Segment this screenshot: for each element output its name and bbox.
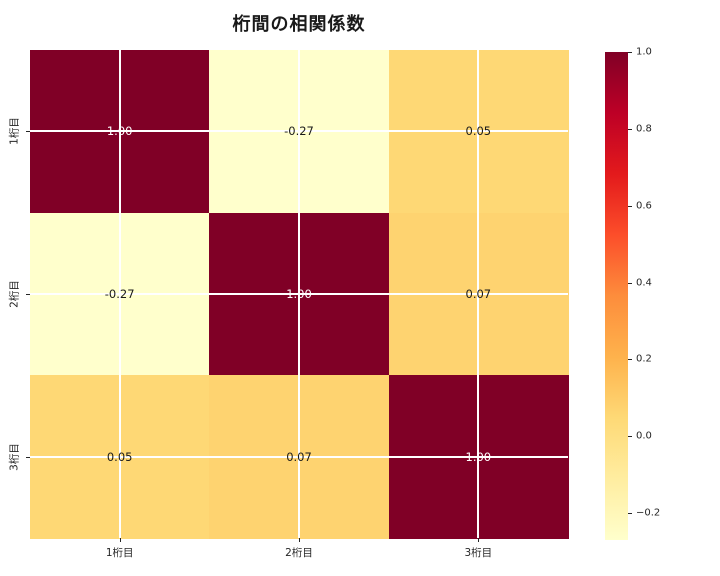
y-tick-mark — [26, 294, 30, 295]
y-tick-label: 1桁目 — [8, 117, 21, 146]
colorbar-tick-mark — [628, 52, 632, 53]
colorbar-tick-mark — [628, 436, 632, 438]
cell-value: -0.27 — [104, 287, 135, 301]
heatmap-plot-area: 1.00 -0.27 0.05 -0.27 1.00 0.07 0.05 0.07 1.00 — [30, 50, 569, 539]
colorbar-tick-mark — [628, 282, 632, 284]
cell-value: 0.07 — [465, 287, 492, 301]
y-tick-mark — [26, 131, 30, 133]
colorbar-tick-label: 0.6 — [636, 200, 652, 212]
x-tick-label: 2桁目 — [285, 547, 313, 559]
y-tick-label: 2桁目 — [8, 280, 21, 308]
cell-value: 0.05 — [106, 449, 133, 464]
cell-value: 0.07 — [286, 449, 312, 464]
colorbar-tick-mark — [628, 128, 632, 130]
gridline-horizontal — [30, 455, 568, 458]
colorbar-tick-mark — [628, 359, 632, 361]
y-tick-mark — [26, 456, 30, 458]
x-tick-label: 3桁目 — [464, 547, 493, 559]
x-tick-label: 1桁目 — [105, 547, 134, 559]
cell-value: 0.05 — [465, 124, 492, 139]
chart-title: 桁間の相関係数 — [232, 14, 366, 35]
cell-value: 1.00 — [465, 449, 492, 464]
colorbar-tick-mark — [628, 205, 632, 207]
x-tick-mark — [119, 538, 121, 542]
colorbar-tick-label: 0.4 — [636, 277, 652, 289]
y-tick-label: 3桁目 — [8, 442, 21, 471]
gridline-horizontal — [30, 293, 568, 295]
colorbar-tick-label: 0.8 — [636, 123, 652, 135]
colorbar-tick-label: 0.2 — [636, 353, 652, 365]
colorbar-tick-label: −0.2 — [636, 507, 661, 519]
cell-value: -0.27 — [284, 124, 314, 139]
gridline-horizontal — [30, 130, 568, 133]
x-tick-mark — [478, 538, 480, 542]
colorbar-tick-label: 0.0 — [636, 430, 652, 442]
colorbar-tick-mark — [628, 513, 632, 515]
colorbar-tick-label: 1.0 — [636, 46, 652, 58]
cell-value: 1.00 — [106, 124, 133, 139]
cell-value: 1.00 — [286, 287, 312, 301]
colorbar — [605, 52, 628, 540]
x-tick-mark — [299, 538, 300, 542]
